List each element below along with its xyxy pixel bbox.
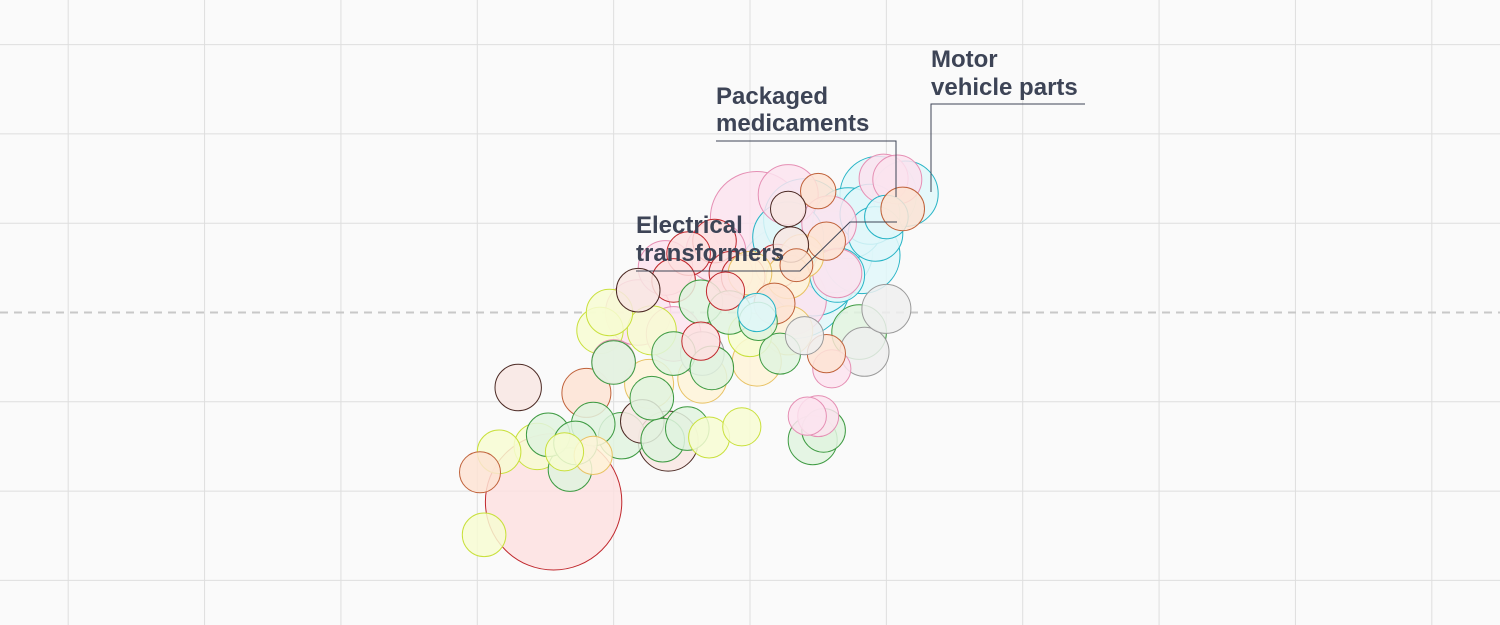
annotation-label-line: Packaged [716, 83, 828, 110]
bubble-point[interactable] [800, 172, 837, 210]
bubble-point[interactable] [737, 292, 777, 333]
bubble-point[interactable] [629, 375, 675, 421]
bubble-point[interactable] [779, 248, 814, 283]
bubble-point[interactable] [494, 363, 542, 412]
bubble-point[interactable] [770, 190, 807, 228]
annotation-leader-line [636, 221, 897, 272]
bubble-point[interactable] [787, 396, 827, 436]
annotation-layer: Motor vehicle parts Packaged medicaments… [636, 46, 1085, 272]
bubble-series [459, 153, 939, 571]
annotation-label-line: Motor [931, 46, 998, 73]
annotation-packaged-medicaments: Packaged medicaments [716, 83, 897, 197]
bubble-point[interactable] [880, 186, 926, 232]
bubble-point[interactable] [861, 283, 912, 334]
bubble-point[interactable] [461, 512, 507, 558]
annotation-leader-line [930, 103, 1085, 192]
annotation-leader-line [716, 140, 897, 197]
bubble-point[interactable] [544, 432, 585, 472]
annotation-electrical-transformers: Electrical transformers [636, 212, 897, 272]
bubble-point[interactable] [722, 407, 762, 447]
bubble-point[interactable] [459, 451, 501, 494]
annotation-label-line: medicaments [716, 110, 869, 137]
bubble-point[interactable] [705, 271, 746, 311]
bubble-point[interactable] [681, 321, 721, 361]
bubble-point[interactable] [784, 316, 825, 356]
annotation-label-line: vehicle parts [931, 74, 1078, 101]
annotation-label-line: transformers [636, 240, 784, 267]
bubble-point[interactable] [615, 267, 661, 313]
bubble-point[interactable] [591, 340, 636, 385]
annotation-label-line: Electrical [636, 212, 743, 239]
annotation-motor-vehicle-parts: Motor vehicle parts [930, 46, 1085, 192]
bubble-point[interactable] [806, 221, 847, 261]
